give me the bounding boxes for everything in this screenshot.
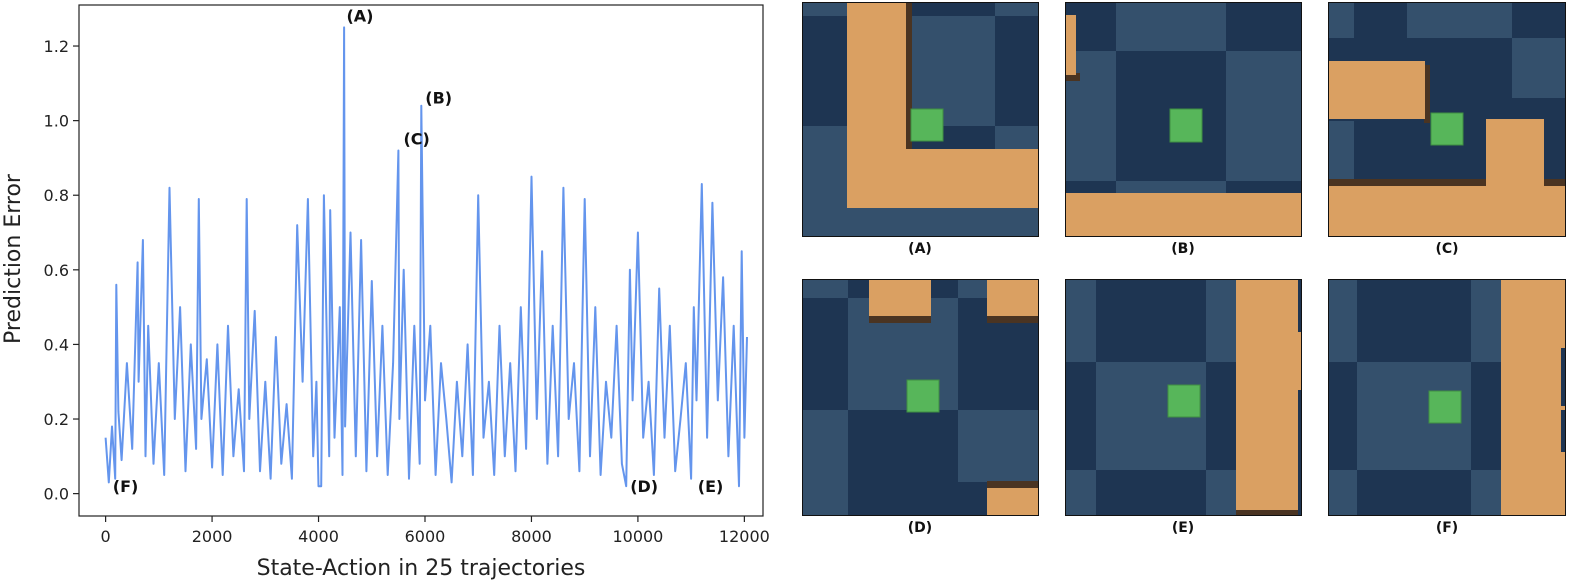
y-tick-label: 0.0 [44,485,69,504]
agent-square [910,108,944,142]
floor-tile [803,3,847,16]
panel-b-image [1065,2,1302,237]
panel-e-caption: (E) [1171,520,1195,536]
wall-shadow [987,481,1038,489]
floor-tile [958,280,988,298]
x-tick-label: 0 [101,527,111,546]
wall-shadow [869,315,931,323]
panel-f-image [1328,279,1566,516]
floor-tile [1329,121,1354,181]
annotation-label: (B) [425,88,452,107]
wall-shadow [1329,179,1487,187]
chart-annotations: (A) (B) (C) (D) (E) (F) [113,6,724,496]
floor-tile [995,126,1038,149]
floor-tile [1116,3,1226,51]
floor-tile [910,16,995,126]
wall [987,488,1038,515]
y-axis-ticks: 0.0 0.2 0.4 0.6 0.8 1.0 1.2 [44,37,79,504]
agent-square [1430,112,1464,146]
x-tick-label: 10000 [612,527,663,546]
wall-shadow [1543,179,1565,187]
annotation-label: (A) [346,6,373,25]
floor-tile [1471,280,1501,362]
floor-tile [1407,3,1512,38]
series-line-0 [104,26,748,488]
annotation-label: (E) [698,477,724,496]
x-axis-label: State-Action in 25 trajectories [257,556,586,581]
floor-tile [995,3,1038,16]
wall-shadow [987,315,1038,323]
x-tick-label: 12000 [719,527,770,546]
y-tick-label: 0.4 [44,335,69,354]
wall [1329,186,1565,236]
floor-tile [1561,348,1565,406]
panel-a-caption: (A) [908,241,932,257]
panel-e-image [1065,279,1302,516]
agent-square [1167,384,1201,418]
floor-tile [1329,3,1354,38]
floor-tile [803,280,848,298]
panel-d-image [802,279,1039,516]
y-axis-label: Prediction Error [1,173,26,344]
annotation-label: (C) [403,129,429,148]
y-tick-label: 0.8 [44,186,69,205]
agent-square [1169,108,1203,143]
agent-square [1428,390,1462,424]
floor-tile [1226,51,1301,181]
panel-c-image [1328,2,1566,237]
floor-tile [1066,470,1096,515]
x-axis-ticks: 0 2000 4000 6000 8000 10000 12000 [101,516,770,546]
x-tick-label: 2000 [192,527,233,546]
panel-a-image [802,2,1039,237]
x-tick-label: 4000 [298,527,339,546]
wall [847,149,1038,208]
wall [869,280,931,316]
plot-area [78,4,764,517]
floor-tile [1329,280,1357,362]
agent-square [906,379,940,413]
floor-tile [1512,38,1565,98]
annotation-label: (D) [630,477,658,496]
floor-tile [1066,280,1096,362]
wall-shadow [1066,73,1080,81]
wall [1297,332,1301,390]
wall [1501,280,1565,515]
prediction-error-chart: 0 2000 4000 6000 8000 10000 12000 0.0 0.2 0.4 0.6… [1,4,770,581]
wall [1329,61,1425,119]
x-tick-label: 8000 [511,527,552,546]
panel-c-caption: (C) [1435,241,1459,257]
annotation-label: (F) [113,477,139,496]
floor-tile [803,126,847,236]
wall [1236,280,1298,510]
wall-shadow [1236,509,1298,515]
y-tick-label: 1.2 [44,37,69,56]
wall [1066,15,1076,75]
wall [1066,193,1301,236]
wall-shadow [905,3,912,149]
floor-tile [1329,470,1357,515]
floor-tile [1561,410,1565,452]
floor-tile [958,410,1038,482]
floor-tile [803,410,848,515]
y-tick-label: 0.6 [44,261,69,280]
panel-f-caption: (F) [1435,520,1459,536]
axes-frame [78,4,764,517]
panel-d-caption: (D) [907,520,933,536]
panel-b-caption: (B) [1171,241,1195,257]
floor-tile [1206,470,1236,515]
x-tick-label: 6000 [405,527,446,546]
y-tick-label: 0.2 [44,410,69,429]
floor-tile [847,208,1038,236]
y-tick-label: 1.0 [44,112,69,131]
floor-tile [1116,181,1226,193]
wall-shadow [1424,65,1430,123]
floor-tile [1206,280,1236,362]
wall [987,280,1038,316]
floor-tile [1471,470,1501,515]
